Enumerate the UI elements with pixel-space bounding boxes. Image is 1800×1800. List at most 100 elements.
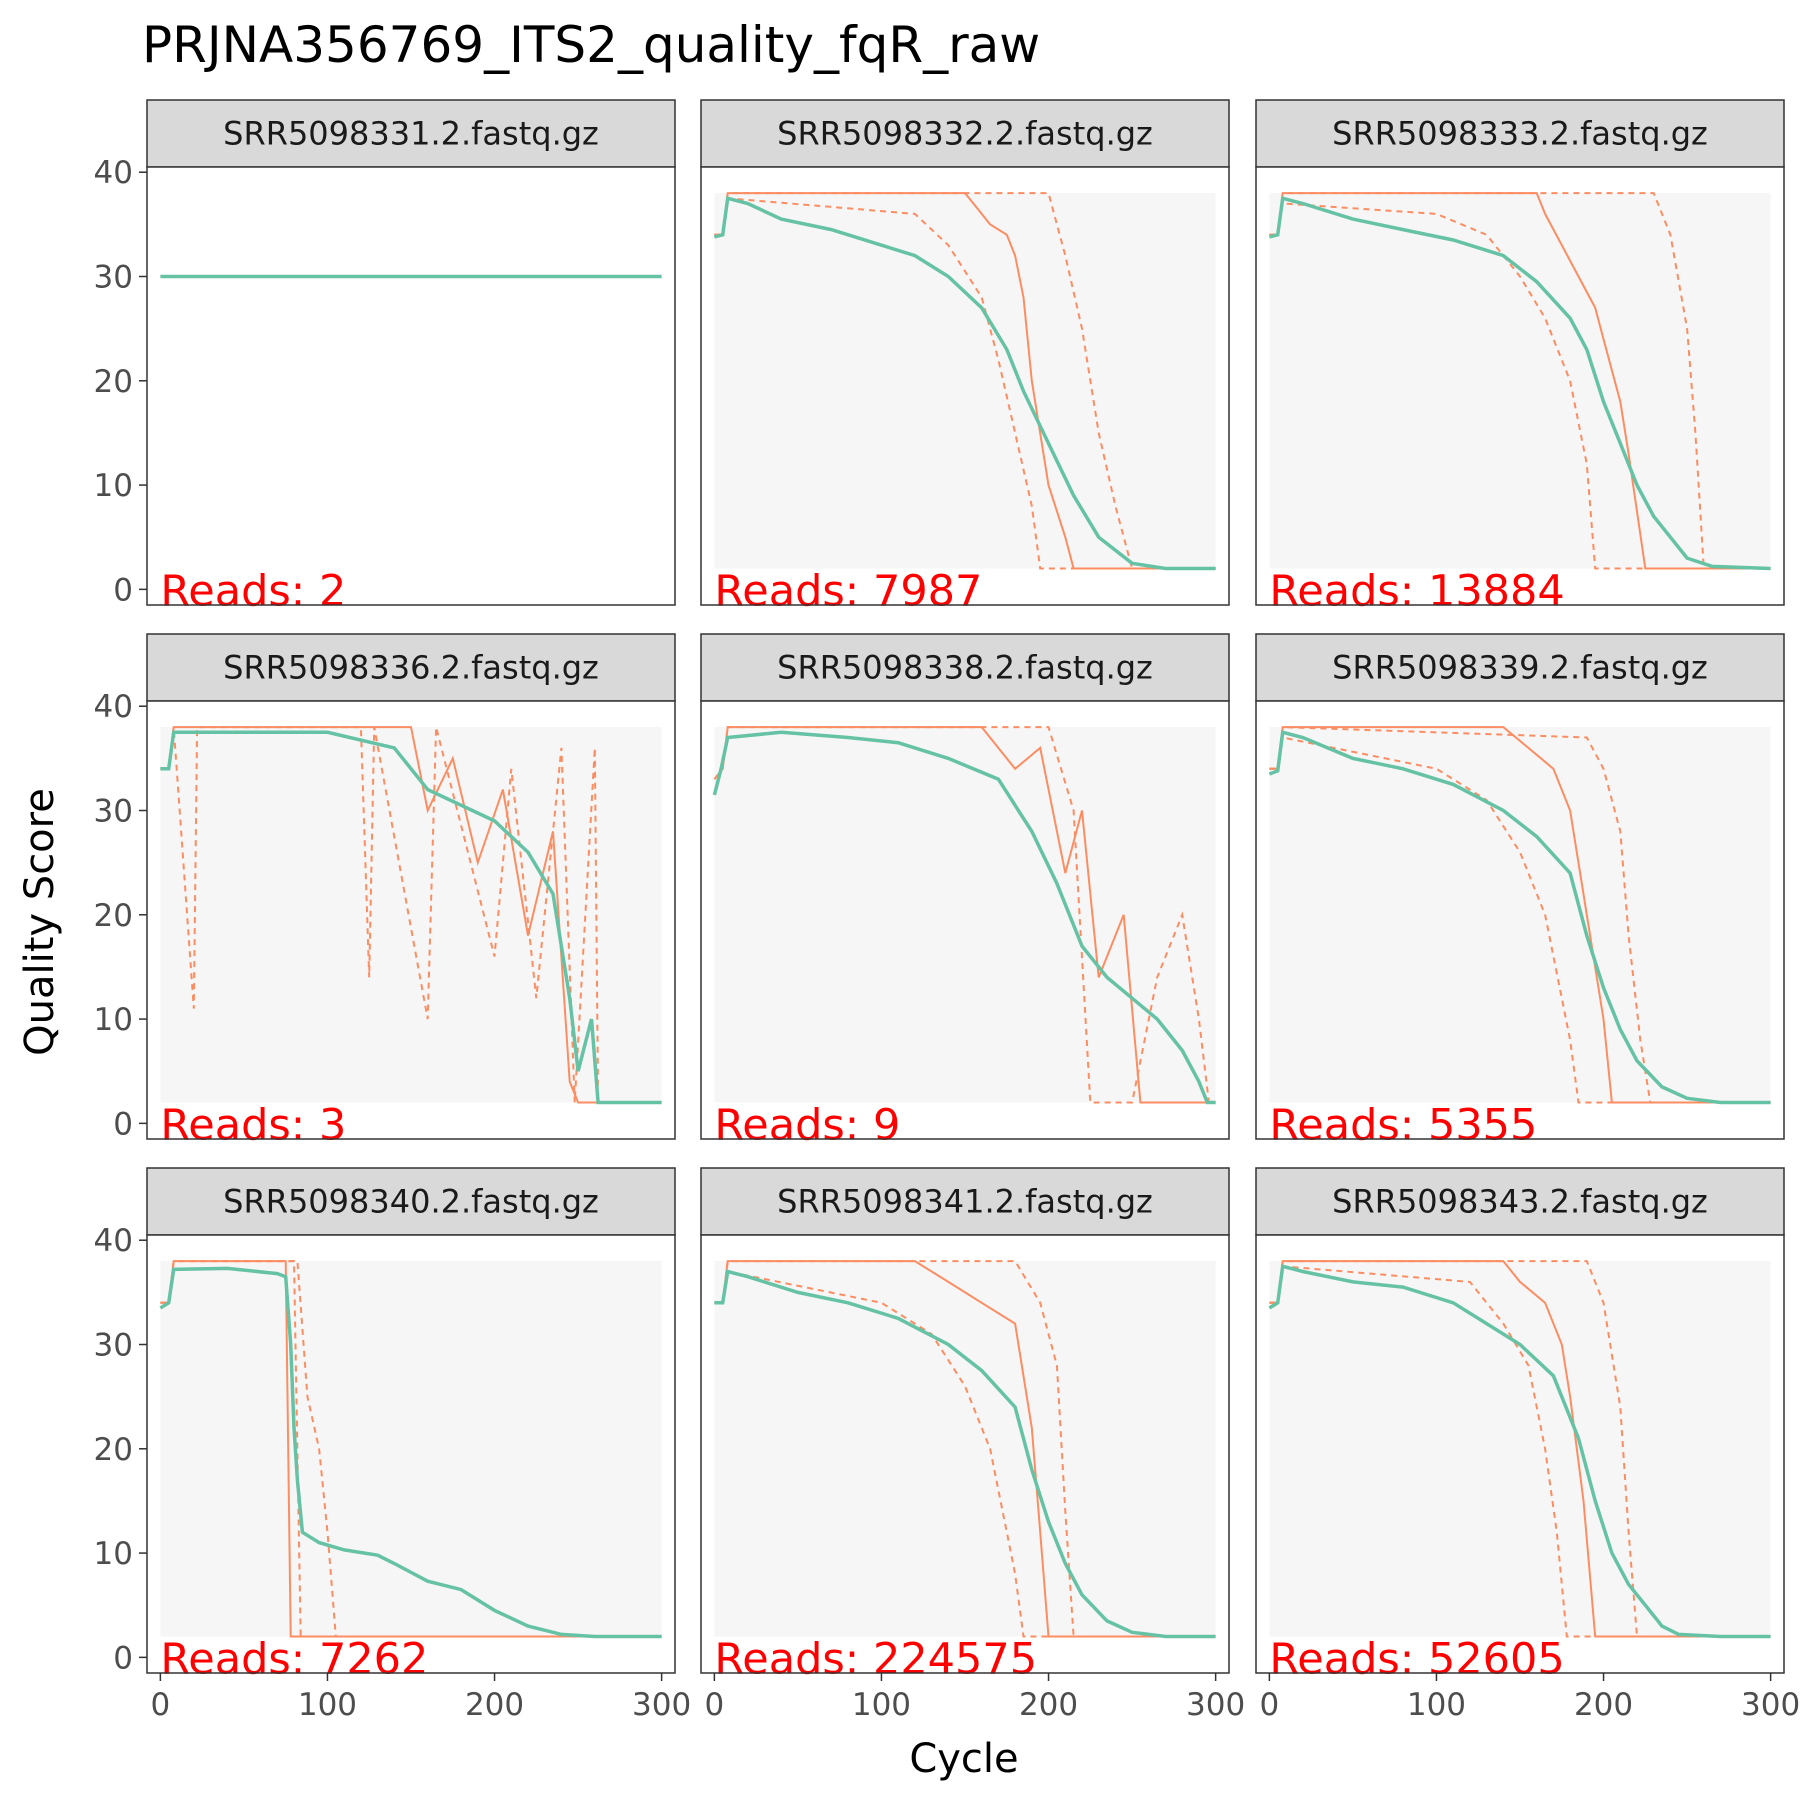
facet-strip-label: SRR5098331.2.fastq.gz xyxy=(223,115,599,153)
panel-background xyxy=(147,167,675,605)
y-tick-label: 30 xyxy=(94,794,133,830)
facet-strip-label: SRR5098340.2.fastq.gz xyxy=(223,1183,599,1221)
y-tick-label: 10 xyxy=(94,1536,133,1572)
y-tick-label: 30 xyxy=(94,260,133,296)
y-axis-title: Quality Score xyxy=(17,788,63,1056)
mean-quality-line xyxy=(713,196,1216,571)
quality-heatmap xyxy=(714,727,1216,1103)
panel-border xyxy=(700,166,1230,606)
facet-strip xyxy=(700,99,1230,168)
x-tick-label: 300 xyxy=(1741,1687,1800,1723)
y-tick-label: 10 xyxy=(94,1002,133,1038)
quality-heatmap xyxy=(1269,727,1771,1103)
facet-panel: SRR5098339.2.fastq.gz Reads: 5355 xyxy=(1255,633,1785,1150)
y-tick-label: 20 xyxy=(94,898,133,934)
y-tick-label: 0 xyxy=(113,572,133,608)
quartile-line xyxy=(160,726,662,1104)
x-tick-label: 300 xyxy=(1186,1687,1245,1723)
quality-heatmap xyxy=(714,1261,1216,1637)
reads-count-label: Reads: 7987 xyxy=(714,566,982,616)
x-tick-label: 0 xyxy=(1259,1687,1279,1723)
quartile-line xyxy=(1269,736,1771,1104)
facet-strip xyxy=(1255,1167,1785,1236)
quartile-line xyxy=(714,192,1216,570)
x-tick-label: 200 xyxy=(1019,1687,1078,1723)
facet-strip-label: SRR5098333.2.fastq.gz xyxy=(1332,115,1708,153)
reads-count-label: Reads: 52605 xyxy=(1269,1634,1564,1684)
facet-strip xyxy=(700,633,1230,702)
panel-border xyxy=(146,700,676,1140)
y-tick-label: 20 xyxy=(94,1432,133,1468)
reads-count-label: Reads: 3 xyxy=(160,1100,346,1150)
facet-panel: SRR5098333.2.fastq.gz Reads: 13884 xyxy=(1255,99,1785,616)
facet-strip xyxy=(146,99,676,168)
quartile-line xyxy=(714,1270,1216,1638)
quartile-line xyxy=(1269,202,1771,570)
mean-quality-line xyxy=(714,1269,1216,1639)
panel-border xyxy=(146,166,676,606)
x-tick-label: 0 xyxy=(150,1687,170,1723)
chart-title: PRJNA356769_ITS2_quality_fqR_raw xyxy=(142,16,1040,74)
y-tick-label: 40 xyxy=(94,155,133,191)
facet-strip-label: SRR5098339.2.fastq.gz xyxy=(1332,649,1708,687)
quartile-line xyxy=(713,726,1216,1104)
quartile-line xyxy=(714,197,1216,570)
mean-quality-line xyxy=(1268,196,1771,571)
median-line xyxy=(1269,192,1771,570)
facet-strip xyxy=(146,633,676,702)
x-tick-label: 100 xyxy=(852,1687,911,1723)
quality-heatmap xyxy=(1269,193,1771,569)
panel-border xyxy=(1255,1234,1785,1674)
x-tick-label: 200 xyxy=(465,1687,524,1723)
y-tick-label: 20 xyxy=(94,364,133,400)
facet-strip xyxy=(146,1167,676,1236)
facet-panel: SRR5098336.2.fastq.gz Reads: 3 0 10 20 30 40 xyxy=(94,633,676,1150)
y-tick-label: 0 xyxy=(113,1106,133,1142)
median-line xyxy=(160,726,662,1104)
mean-quality-line xyxy=(159,1266,662,1639)
reads-count-label: Reads: 7262 xyxy=(160,1634,428,1684)
mean-quality-line xyxy=(1268,730,1771,1105)
facet-strip-label: SRR5098332.2.fastq.gz xyxy=(777,115,1153,153)
x-axis-title: Cycle xyxy=(909,1736,1018,1782)
panel-border xyxy=(146,1234,676,1674)
quality-heatmap xyxy=(1269,1261,1771,1637)
mean-quality-line xyxy=(1268,1264,1771,1639)
quality-heatmap xyxy=(714,193,1216,569)
panel-border xyxy=(700,1234,1230,1674)
y-tick-label: 40 xyxy=(94,689,133,725)
quality-heatmap xyxy=(160,727,662,1103)
y-tick-label: 0 xyxy=(113,1640,133,1676)
facet-panel: SRR5098332.2.fastq.gz Reads: 7987 xyxy=(700,99,1230,616)
facet-strip-label: SRR5098336.2.fastq.gz xyxy=(223,649,599,687)
facet-strip-label: SRR5098343.2.fastq.gz xyxy=(1332,1183,1708,1221)
mean-quality-line xyxy=(160,730,662,1105)
panel-border xyxy=(700,700,1230,1140)
reads-count-label: Reads: 13884 xyxy=(1269,566,1564,616)
x-tick-label: 0 xyxy=(704,1687,724,1723)
panel-border xyxy=(1255,700,1785,1140)
reads-count-label: Reads: 5355 xyxy=(1269,1100,1537,1150)
x-tick-label: 300 xyxy=(632,1687,691,1723)
facet-panel: SRR5098338.2.fastq.gz Reads: 9 xyxy=(700,633,1230,1150)
y-tick-label: 10 xyxy=(94,468,133,504)
x-tick-label: 100 xyxy=(298,1687,357,1723)
quality-heatmap xyxy=(160,1261,662,1637)
reads-count-label: Reads: 9 xyxy=(714,1100,900,1150)
x-tick-label: 100 xyxy=(1407,1687,1466,1723)
facet-strip xyxy=(1255,99,1785,168)
reads-count-label: Reads: 2 xyxy=(160,566,346,616)
reads-count-label: Reads: 224575 xyxy=(714,1634,1037,1684)
y-tick-label: 30 xyxy=(94,1328,133,1364)
x-tick-label: 200 xyxy=(1574,1687,1633,1723)
facet-panel: SRR5098331.2.fastq.gz Reads: 2 0 10 20 30 40 xyxy=(94,99,676,616)
y-tick-label: 40 xyxy=(94,1223,133,1259)
facet-strip-label: SRR5098341.2.fastq.gz xyxy=(777,1183,1153,1221)
mean-quality-line xyxy=(712,730,1216,1105)
facet-strip-label: SRR5098338.2.fastq.gz xyxy=(777,649,1153,687)
